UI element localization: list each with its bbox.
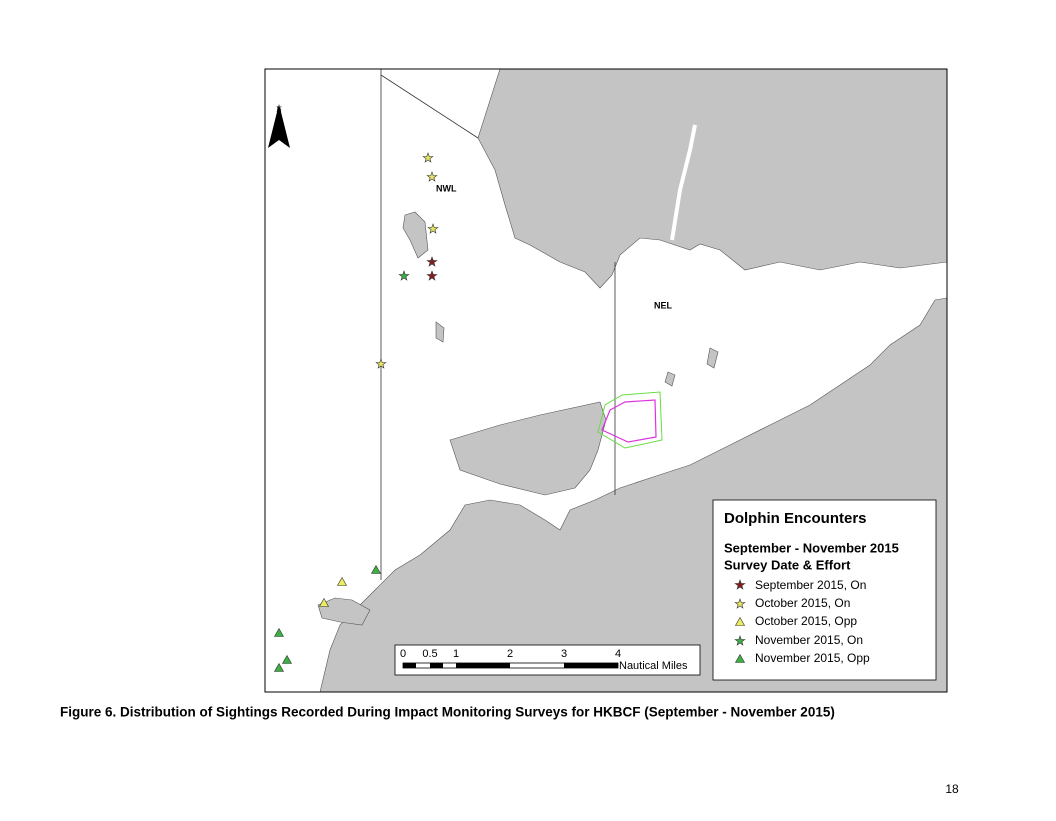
legend-item: October 2015, On (755, 596, 850, 610)
scale-tick: 1 (453, 648, 459, 660)
north-arrow (268, 104, 290, 148)
scale-tick: 2 (507, 648, 513, 660)
area-label: NEL (654, 300, 673, 310)
page-number: 18 (945, 782, 959, 796)
legend-item: October 2015, Opp (755, 614, 857, 628)
legend-subtitle: September - November 2015 (724, 540, 899, 555)
scale-tick: 3 (561, 648, 567, 660)
land-north (477, 69, 947, 289)
scale-unit: Nautical Miles (619, 660, 688, 672)
map: N NWL NEL 0 0.5 1 2 3 4 Nautical Miles D… (265, 69, 947, 692)
scale-tick: 4 (615, 648, 621, 660)
legend: Dolphin Encounters September - November … (712, 499, 937, 681)
legend-item: November 2015, Opp (755, 651, 870, 665)
legend-item: November 2015, On (755, 633, 863, 647)
area-label: NWL (436, 183, 457, 193)
scale-tick: 0.5 (422, 648, 437, 660)
legend-title: Dolphin Encounters (724, 510, 867, 527)
north-label: N (276, 105, 282, 114)
island-large (449, 401, 607, 496)
legend-heading: Survey Date & Effort (724, 557, 851, 572)
legend-item: September 2015, On (755, 578, 866, 592)
scale-bar: 0 0.5 1 2 3 4 Nautical Miles (394, 644, 701, 676)
island-small (317, 597, 371, 626)
caption: Figure 6. Distribution of Sightings Reco… (60, 705, 835, 720)
scale-tick: 0 (400, 648, 406, 660)
